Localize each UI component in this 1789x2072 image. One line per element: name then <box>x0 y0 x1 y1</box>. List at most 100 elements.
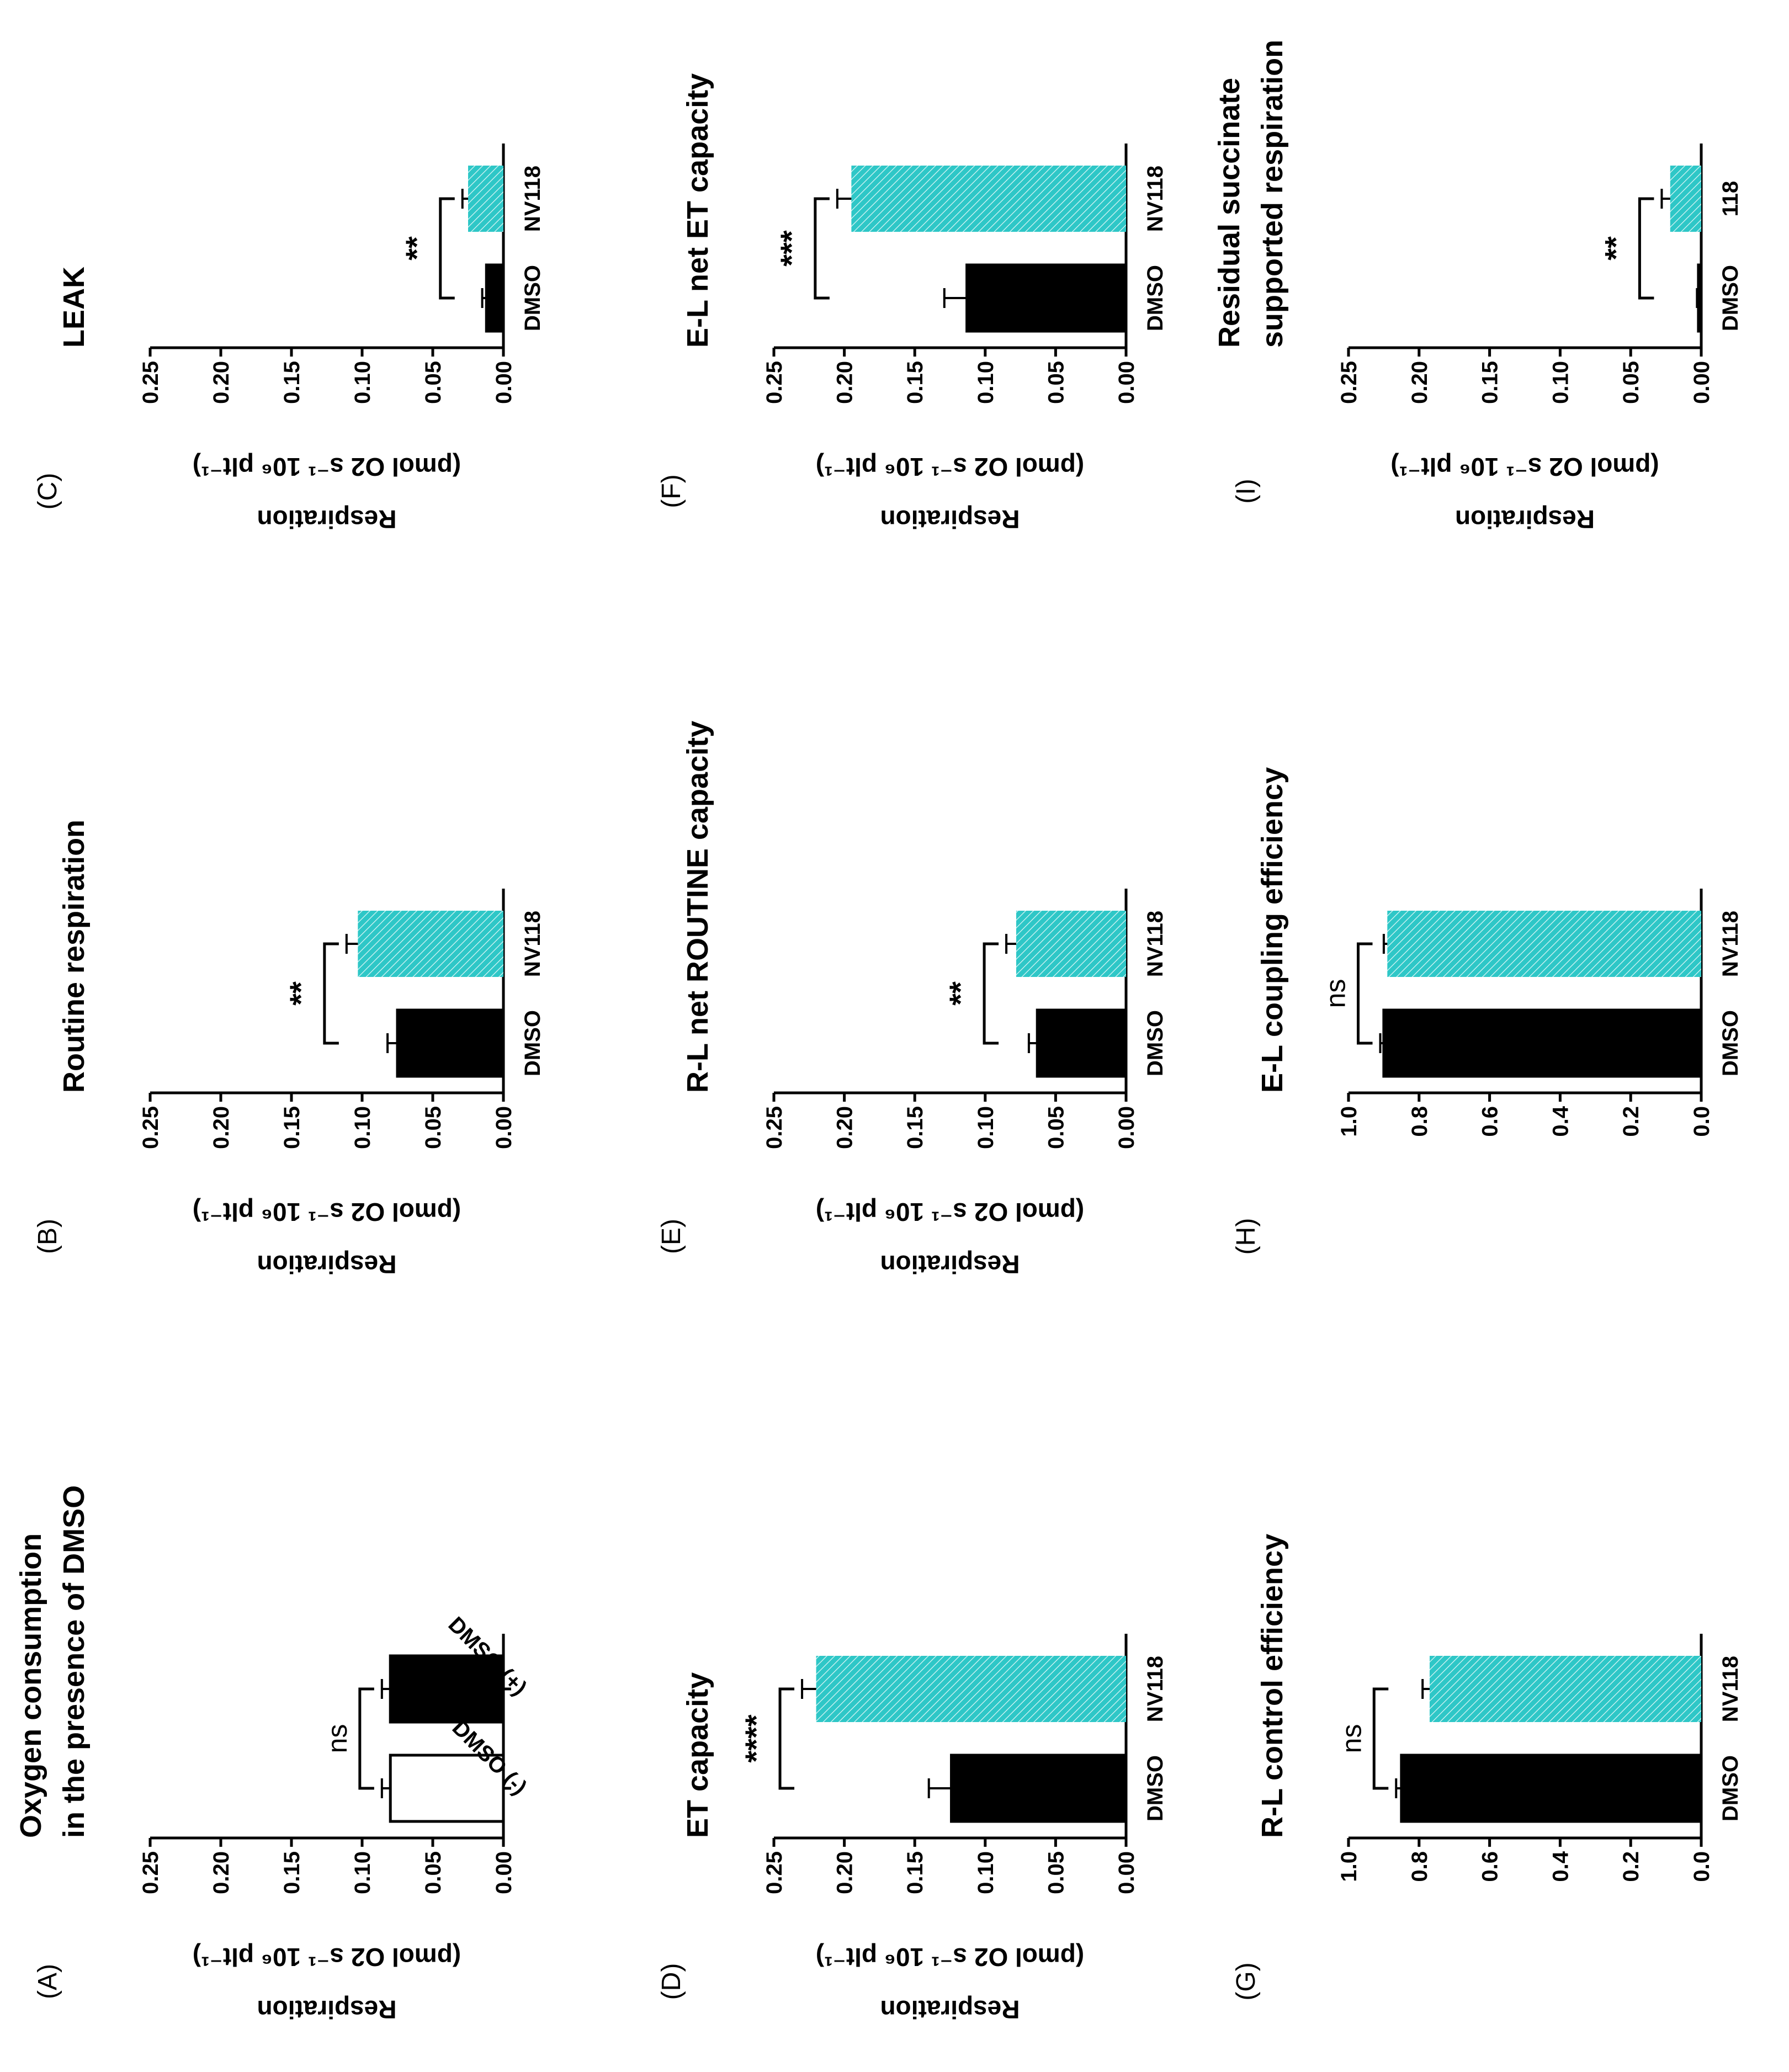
tick-label: 0.4 <box>1548 1851 1573 1882</box>
panel-E: 0.00 0.05 0.10 0.15 0.20 0.25 DMSO NV118 ** R-L n… <box>657 721 1167 1279</box>
panel-title: Oxygen consumption <box>14 1533 47 1838</box>
panel-label: (B) <box>33 1219 62 1254</box>
tick-label: 0.05 <box>1044 1106 1068 1149</box>
significance-label: ns <box>1320 979 1351 1008</box>
bar-dmso <box>1036 1008 1128 1078</box>
y-axis-label: (pmol O2 s⁻¹ 10⁶ plt⁻¹) <box>816 1943 1084 1972</box>
tick-label: 0.10 <box>351 1851 375 1894</box>
y-axis-label: Respiration <box>257 505 396 534</box>
tick-label: 0.00 <box>492 1851 516 1894</box>
tick-label: 0.00 <box>1114 1106 1139 1149</box>
panel-label: (E) <box>657 1219 686 1254</box>
panel-title: Routine respiration <box>57 820 91 1093</box>
panel-label: (C) <box>33 473 62 510</box>
tick-label: 0.25 <box>762 1106 787 1149</box>
tick-label: 0.00 <box>492 1106 516 1149</box>
tick-label: 0.20 <box>1408 361 1432 404</box>
tick-label: 0.20 <box>209 1851 233 1894</box>
tick-label: 0.0 <box>1690 1851 1714 1882</box>
tick-label: 0.15 <box>903 361 927 404</box>
significance-label: **** <box>739 1714 773 1762</box>
panel-label: (I) <box>1231 479 1261 503</box>
category-label: NV118 <box>1718 1656 1743 1722</box>
bar-dmso <box>1697 263 1703 333</box>
tick-label: 0.6 <box>1478 1851 1503 1882</box>
bar-dmso <box>1382 1008 1703 1078</box>
tick-label: 0.25 <box>139 1106 163 1149</box>
panel-label: (H) <box>1231 1218 1261 1255</box>
panel-title: E-L net ET capacity <box>681 73 714 348</box>
significance-label: *** <box>774 230 809 267</box>
y-axis-label: (pmol O2 s⁻¹ 10⁶ plt⁻¹) <box>193 453 461 481</box>
category-label: DMSO <box>1143 1755 1167 1821</box>
panel-title: in the presence of DMSO <box>57 1485 91 1838</box>
significance-bracket <box>983 942 999 1045</box>
bar-nv118 <box>851 166 1126 232</box>
tick-label: 0.25 <box>139 1851 163 1894</box>
tick-label: 0.10 <box>974 1851 998 1894</box>
tick-label: 0.20 <box>833 1851 857 1894</box>
tick-label: 0.8 <box>1408 1106 1432 1137</box>
panel-label: (D) <box>657 1963 686 2000</box>
bar-dmso <box>485 263 505 333</box>
significance-bracket <box>778 1687 795 1790</box>
significance-bracket <box>814 197 830 300</box>
category-label: NV118 <box>1143 1656 1167 1722</box>
tick-label: 0.05 <box>1619 361 1643 404</box>
tick-label: 0.05 <box>1044 1851 1068 1894</box>
category-label: DMSO <box>1718 265 1743 331</box>
category-label: NV118 <box>521 166 545 232</box>
bar-dmso <box>950 1754 1128 1823</box>
y-axis-label: (pmol O2 s⁻¹ 10⁶ plt⁻¹) <box>193 1943 461 1972</box>
tick-label: 0.20 <box>209 1106 233 1149</box>
bar-nv118 <box>1016 911 1126 977</box>
category-label: DMSO <box>1718 1755 1743 1821</box>
panel-I: 0.00 0.05 0.10 0.15 0.20 0.25 DMSO 118 ** Residua… <box>1213 40 1743 534</box>
panel-H: 0.0 0.2 0.4 0.6 0.8 1.0 DMSO NV118 ns E-L couplin… <box>1231 767 1743 1255</box>
tick-label: 0.25 <box>139 361 163 404</box>
significance-bracket <box>1638 197 1654 300</box>
tick-label: 0.10 <box>1548 361 1573 404</box>
tick-label: 0.10 <box>974 1106 998 1149</box>
tick-label: 0.05 <box>421 361 445 404</box>
tick-label: 0.15 <box>903 1106 927 1149</box>
panel-title: LEAK <box>57 267 91 348</box>
tick-label: 0.20 <box>833 361 857 404</box>
tick-label: 0.4 <box>1548 1106 1573 1136</box>
y-axis-label: Respiration <box>880 1995 1020 2024</box>
y-axis-label: Respiration <box>257 1995 396 2024</box>
panel-label: (F) <box>657 474 686 508</box>
tick-label: 0.25 <box>762 361 787 404</box>
panel-B: 0.00 0.05 0.10 0.15 0.20 0.25 DMSO NV118 ** Routi… <box>33 820 545 1279</box>
category-label: DMSO <box>521 1010 545 1076</box>
tick-label: 0.2 <box>1619 1106 1643 1137</box>
y-axis-label: (pmol O2 s⁻¹ 10⁶ plt⁻¹) <box>816 1198 1084 1226</box>
category-label: NV118 <box>1143 166 1167 232</box>
tick-label: 0.10 <box>974 361 998 404</box>
y-axis-label: Respiration <box>880 505 1020 534</box>
y-axis-label: Respiration <box>880 1250 1020 1279</box>
bar-118 <box>1670 166 1701 232</box>
panel-title: supported respiration <box>1256 40 1289 348</box>
tick-label: 0.25 <box>1337 361 1361 404</box>
significance-bracket <box>1357 942 1373 1045</box>
panel-label: (G) <box>1231 1962 1261 2000</box>
category-label: DMSO <box>1718 1010 1743 1076</box>
panel-D: 0.00 0.05 0.10 0.15 0.20 0.25 DMSO NV118 **** ET … <box>657 1634 1167 2024</box>
tick-label: 0.15 <box>1478 361 1503 404</box>
significance-label: ns <box>1336 1724 1367 1754</box>
significance-label: ** <box>283 981 318 1006</box>
panel-title: Residual succinate <box>1213 78 1246 348</box>
bar-dmso <box>965 263 1128 333</box>
tick-label: 0.15 <box>903 1851 927 1894</box>
panel-title: ET capacity <box>681 1672 714 1838</box>
bar-nv118 <box>468 166 503 232</box>
tick-label: 0.00 <box>1690 361 1714 404</box>
tick-label: 0.15 <box>280 1106 304 1149</box>
category-label: NV118 <box>1718 911 1743 977</box>
significance-label: ns <box>322 1724 353 1754</box>
y-axis-label: (pmol O2 s⁻¹ 10⁶ plt⁻¹) <box>816 453 1084 481</box>
tick-label: 0.8 <box>1408 1851 1432 1882</box>
